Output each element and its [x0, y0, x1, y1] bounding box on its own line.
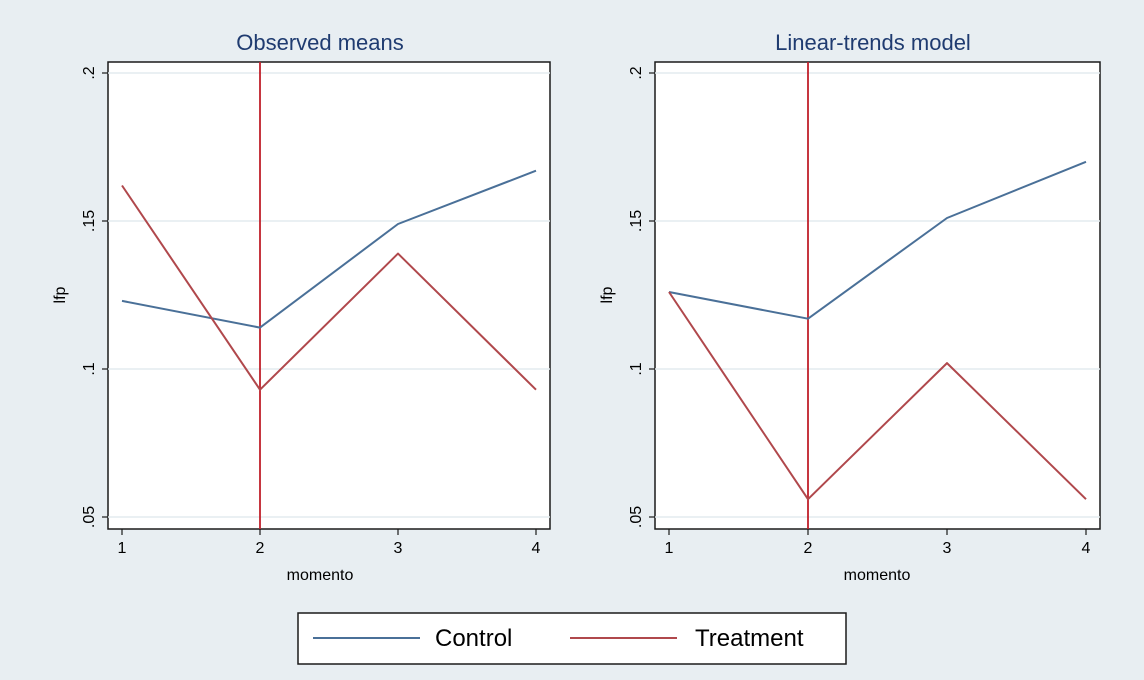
series-line-treatment: [668, 291, 1087, 501]
series-line-control: [121, 169, 537, 329]
x-axis-label: momento: [287, 567, 354, 584]
y-tick-label: .2: [628, 66, 645, 79]
y-tick-label: .05: [628, 506, 645, 528]
legend: Control Treatment: [297, 612, 847, 665]
x-tick-label: 2: [256, 540, 265, 557]
y-axis-label: lfp: [599, 286, 616, 303]
legend-label-treatment: Treatment: [695, 625, 804, 652]
panel-title: Linear-trends model: [775, 30, 971, 55]
x-tick-label: 4: [532, 540, 541, 557]
panel-title: Observed means: [236, 30, 404, 55]
series-line-control: [668, 160, 1087, 320]
x-axis-label: momento: [844, 567, 911, 584]
y-tick-label: .15: [628, 210, 645, 232]
x-tick-label: 4: [1082, 540, 1091, 557]
y-tick-label: .1: [628, 362, 645, 375]
x-tick-label: 3: [943, 540, 952, 557]
series-line-treatment: [121, 184, 537, 391]
y-tick-label: .1: [81, 362, 98, 375]
x-tick-label: 3: [394, 540, 403, 557]
y-tick-label: .05: [81, 506, 98, 528]
y-tick-label: .2: [81, 66, 98, 79]
x-tick-label: 2: [804, 540, 813, 557]
legend-label-control: Control: [435, 625, 512, 652]
x-tick-label: 1: [118, 540, 127, 557]
y-axis-label: lfp: [52, 286, 69, 303]
panel-observed-means: Observed means momento lfp .05 .1 .15 .2 1 2…: [52, 30, 551, 584]
plot-area: [654, 61, 1101, 530]
plot-area: [107, 61, 551, 530]
y-tick-label: .15: [81, 210, 98, 232]
panel-linear-trends-model: Linear-trends model momento lfp .05 .1 .15…: [599, 30, 1101, 584]
x-tick-label: 1: [665, 540, 674, 557]
